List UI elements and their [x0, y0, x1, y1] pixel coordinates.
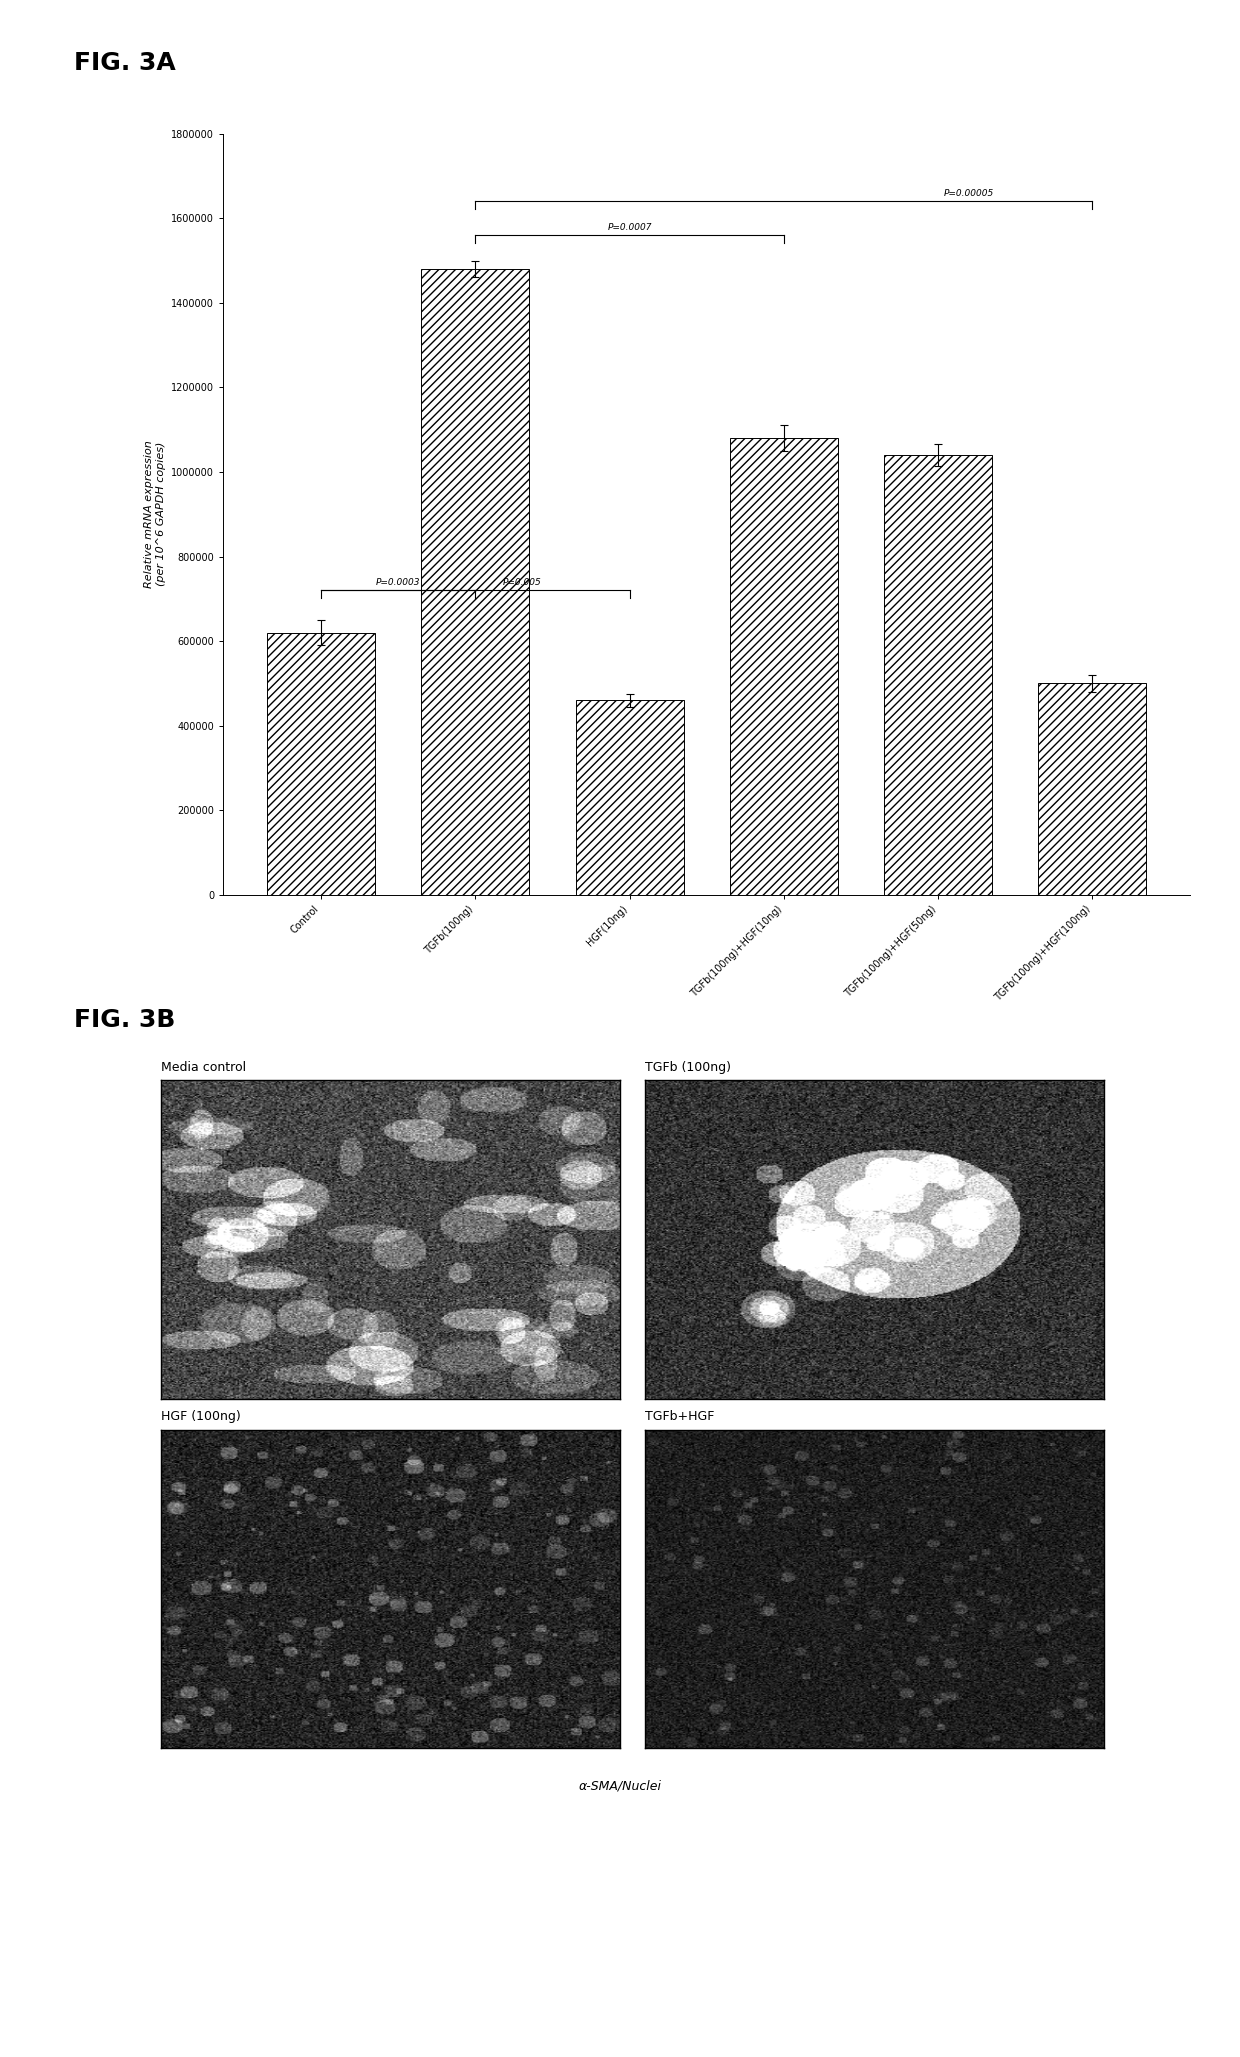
Text: P=0.0007: P=0.0007 [608, 222, 652, 232]
Text: P=0.00005: P=0.00005 [944, 189, 994, 197]
Text: P=0.005: P=0.005 [502, 578, 541, 586]
Bar [730, 438, 838, 895]
Bar [267, 634, 376, 895]
Bar [422, 269, 529, 895]
Text: Media control: Media control [161, 1061, 247, 1074]
Y-axis label: Relative mRNA expression
(per 10^6 GAPDH copies): Relative mRNA expression (per 10^6 GAPDH… [144, 440, 166, 588]
Text: TGFb (100ng): TGFb (100ng) [645, 1061, 730, 1074]
Text: α-SMA/Nuclei: α-SMA/Nuclei [579, 1779, 661, 1792]
Text: FIG. 3A: FIG. 3A [74, 51, 176, 76]
Bar [1038, 683, 1147, 895]
Bar [575, 699, 683, 895]
Text: TGFb+HGF: TGFb+HGF [645, 1411, 714, 1423]
Bar [884, 455, 992, 895]
Text: FIG. 3B: FIG. 3B [74, 1008, 176, 1033]
Text: HGF (100ng): HGF (100ng) [161, 1411, 241, 1423]
Text: P=0.0003: P=0.0003 [376, 578, 420, 586]
